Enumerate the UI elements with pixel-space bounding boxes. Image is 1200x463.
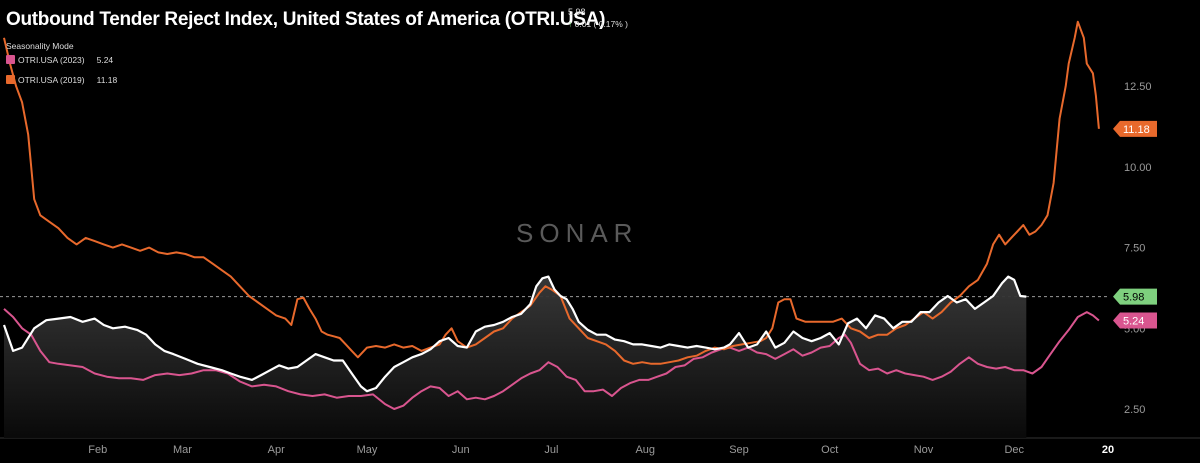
last-value: 5.98 [568, 7, 586, 17]
series-lines [2, 20, 1100, 410]
y-tick-label: 7.50 [1124, 243, 1145, 255]
legend-swatch [6, 75, 15, 84]
legend-value: 11.18 [96, 75, 118, 85]
last-value-badge-0: 5.98 [1113, 288, 1157, 305]
x-tick-label: 20 [1102, 444, 1114, 456]
x-axis: Feb Mar Apr May Jun Jul Aug Sep Oct Nov Dec 20 [88, 444, 1114, 456]
seasonality-mode-label: Seasonality Mode [6, 41, 74, 51]
x-tick-label: Oct [821, 444, 838, 456]
x-tick-label: Nov [914, 444, 934, 456]
x-tick-label: Jun [452, 444, 470, 456]
x-tick-label: Mar [173, 444, 192, 456]
series-line-2 [3, 20, 1100, 365]
last-value-badge-1: 5.24 [1113, 312, 1157, 329]
legend-label: OTRI.USA (2023) [18, 55, 85, 65]
chart-title: Outbound Tender Reject Index, United Sta… [6, 9, 606, 30]
badge-text: 5.24 [1123, 316, 1144, 328]
legend-value: 5.24 [96, 55, 114, 65]
x-tick-label: Jul [544, 444, 558, 456]
last-value-labels: 5.98 5.24 11.18 [1113, 120, 1157, 329]
badge-shape [1113, 288, 1157, 305]
legend-swatch [6, 55, 15, 64]
change-readout: ↑ 0.01 ( 0.17% ) [568, 19, 628, 29]
x-tick-label: Dec [1004, 444, 1024, 456]
change-text: 0.01 ( 0.17% ) [574, 19, 629, 29]
legend-label: OTRI.USA (2019) [18, 75, 85, 85]
badge-shape [1113, 120, 1157, 137]
x-tick-label: Feb [88, 444, 107, 456]
sonar-watermark: SONAR [516, 218, 639, 248]
x-tick-label: May [357, 444, 378, 456]
x-tick-label: Aug [635, 444, 655, 456]
badge-text: 11.18 [1123, 124, 1150, 136]
y-tick-label: 12.50 [1124, 81, 1152, 93]
legend-item-2019[interactable]: OTRI.USA (2019) 11.18 [6, 75, 117, 85]
up-arrow-icon: ↑ [568, 19, 573, 29]
badge-text: 5.98 [1123, 292, 1144, 304]
last-value-badge-2: 11.18 [1113, 120, 1157, 137]
area-fill [4, 276, 1027, 438]
y-tick-label: 10.00 [1124, 162, 1152, 174]
series-line-1 [3, 308, 1100, 410]
y-tick-label: 2.50 [1124, 404, 1145, 416]
series-line-0 [2, 275, 1027, 393]
x-tick-label: Apr [268, 444, 285, 456]
x-tick-label: Sep [729, 444, 749, 456]
badge-shape [1113, 312, 1157, 329]
series-area-0 [4, 276, 1027, 438]
legend-item-2023[interactable]: OTRI.USA (2023) 5.24 [6, 55, 113, 65]
